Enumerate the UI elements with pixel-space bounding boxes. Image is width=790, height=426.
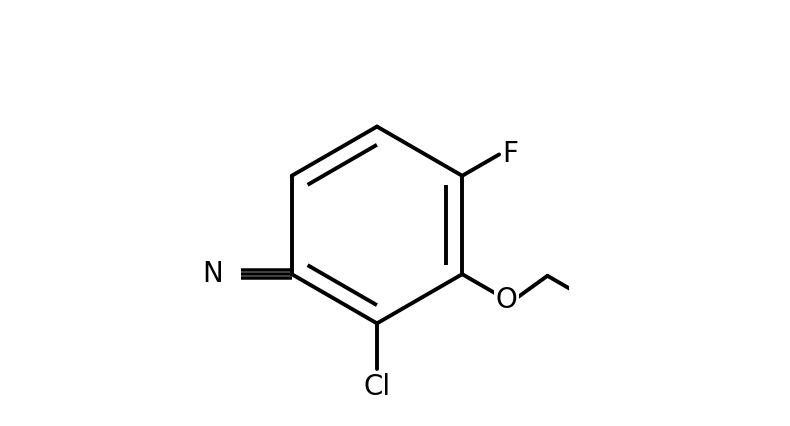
Text: Cl: Cl — [363, 373, 390, 401]
Text: F: F — [502, 141, 518, 168]
Text: O: O — [495, 285, 517, 314]
Text: N: N — [202, 260, 223, 288]
